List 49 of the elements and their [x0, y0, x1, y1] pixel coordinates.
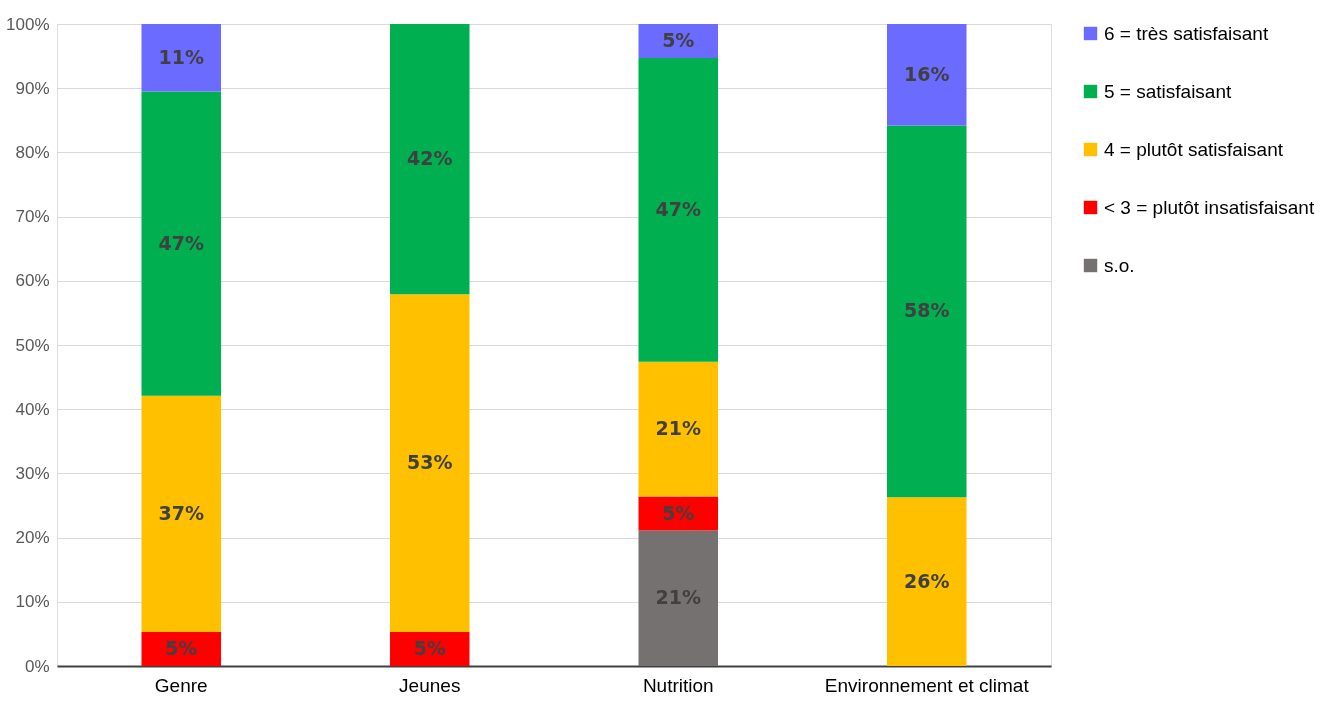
bar: [389, 24, 470, 295]
bar: [886, 125, 967, 498]
data-label: 47%: [655, 197, 701, 220]
data-label: 5%: [662, 501, 695, 524]
y-tick-label: 50%: [15, 335, 50, 355]
data-label: 53%: [407, 451, 453, 474]
bar: [141, 631, 222, 666]
legend-label: s.o.: [1104, 254, 1135, 276]
y-tick-label: 70%: [15, 207, 50, 227]
bar: [638, 361, 719, 497]
bar: [638, 496, 719, 531]
legend-label: 6 = très satisfaisant: [1104, 22, 1269, 44]
bar: [638, 530, 719, 666]
data-label: 11%: [158, 45, 204, 68]
data-label: 26%: [904, 569, 950, 592]
data-label: 21%: [655, 417, 701, 440]
y-tick-label: 90%: [15, 78, 50, 98]
y-tick-label: 20%: [15, 528, 50, 548]
data-label: 37%: [158, 501, 204, 524]
x-tick-label: Genre: [154, 674, 208, 696]
legend-label: 4 = plutôt satisfaisant: [1104, 138, 1284, 160]
data-label: 5%: [413, 636, 446, 659]
bar: [886, 24, 967, 126]
bar: [886, 497, 967, 666]
bar: [141, 91, 222, 396]
legend-label: 5 = satisfaisant: [1104, 80, 1232, 102]
y-tick-label: 0%: [24, 656, 50, 676]
data-label: 5%: [662, 29, 695, 52]
bar: [638, 58, 719, 362]
bar: [141, 24, 222, 92]
y-tick-label: 40%: [15, 399, 50, 419]
bar: [389, 631, 470, 666]
data-label: 5%: [165, 636, 198, 659]
x-tick-label: Jeunes: [399, 674, 461, 696]
y-tick-label: 80%: [15, 142, 50, 162]
y-tick-label: 100%: [6, 14, 50, 34]
y-tick-label: 30%: [15, 463, 50, 483]
y-tick-label: 60%: [15, 271, 50, 291]
y-tick-label: 10%: [15, 592, 50, 612]
x-tick-label: Environnement et climat: [824, 674, 1030, 696]
data-label: 58%: [904, 299, 950, 322]
legend-label: < 3 = plutôt insatisfaisant: [1104, 196, 1315, 218]
data-label: 42%: [407, 147, 453, 170]
bar: [389, 294, 470, 632]
x-tick-label: Nutrition: [642, 674, 714, 696]
data-label: 16%: [904, 62, 950, 85]
bar: [638, 24, 719, 59]
bar: [141, 395, 222, 632]
data-label: 47%: [158, 231, 204, 254]
